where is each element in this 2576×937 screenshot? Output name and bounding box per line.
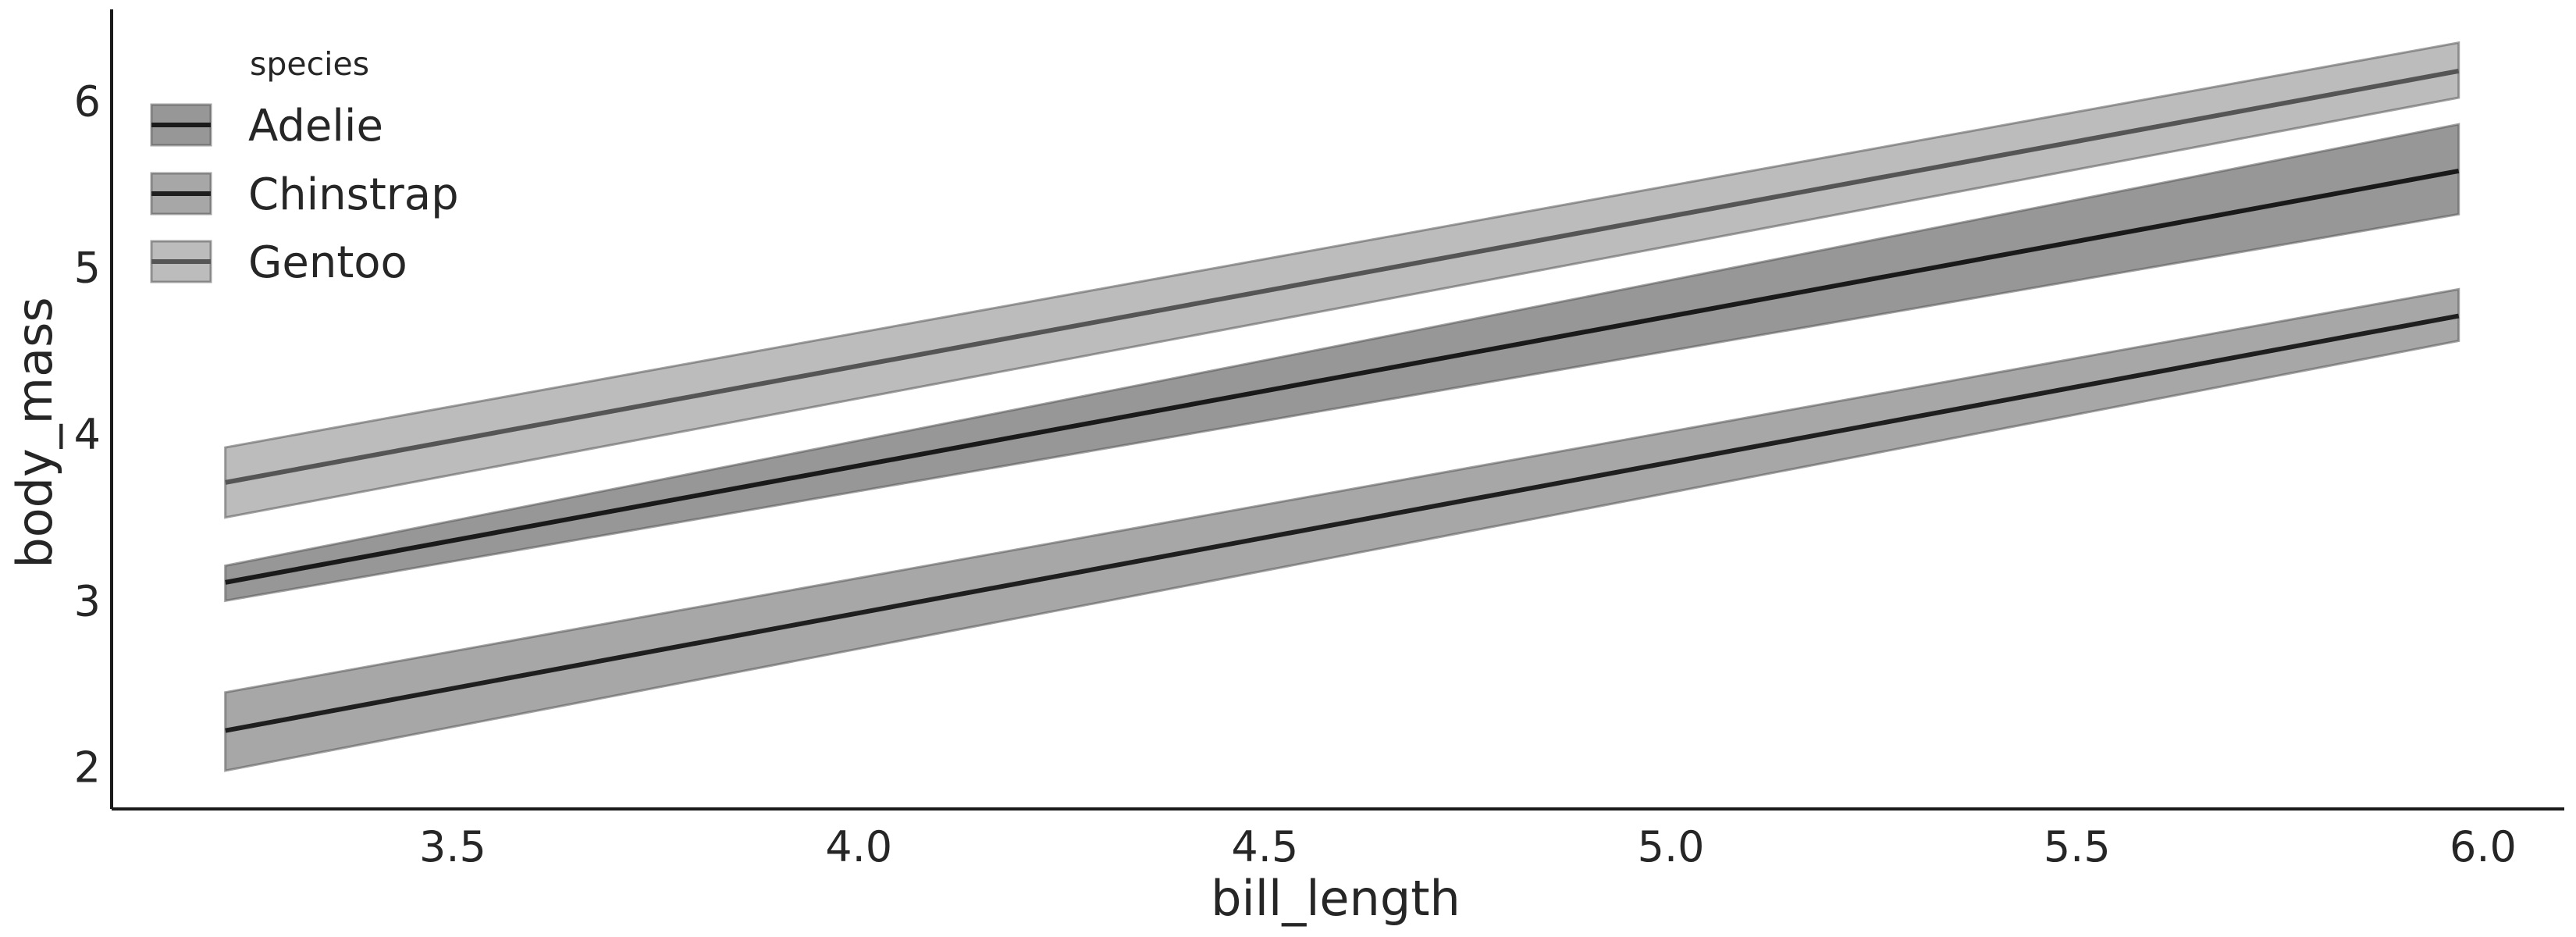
legend-items: Adelie Chinstrap Gentoo <box>150 101 459 288</box>
x-tick-label: 4.0 <box>825 822 892 871</box>
x-tick-label: 3.5 <box>419 822 486 871</box>
y-tick-label: 6 <box>74 77 101 126</box>
regression-lines <box>225 68 2460 733</box>
y-axis-label: body_mass <box>6 297 63 568</box>
line-chinstrap <box>225 313 2460 733</box>
y-tick-label: 5 <box>74 244 101 293</box>
legend: species Adelie Chinstrap Gentoo <box>150 45 459 288</box>
axes <box>110 9 2564 811</box>
y-ticks: 2 3 4 5 6 <box>74 77 101 792</box>
legend-title: species <box>250 45 369 83</box>
legend-label-chinstrap: Chinstrap <box>248 169 459 220</box>
line-adelie <box>225 168 2460 585</box>
band-chinstrap <box>224 287 2460 772</box>
y-tick-label: 3 <box>74 576 101 625</box>
x-tick-label: 6.0 <box>2450 822 2517 871</box>
x-axis-label: bill_length <box>1211 870 1461 927</box>
y-tick-label: 2 <box>74 743 101 793</box>
x-ticks: 3.5 4.0 4.5 5.0 5.5 6.0 <box>419 822 2517 871</box>
line-gentoo <box>225 68 2460 485</box>
x-tick-label: 4.5 <box>1231 822 1298 871</box>
x-tick-label: 5.0 <box>1638 822 1705 871</box>
x-tick-label: 5.5 <box>2044 822 2111 871</box>
legend-label-adelie: Adelie <box>248 101 383 151</box>
legend-label-gentoo: Gentoo <box>248 237 407 288</box>
confidence-bands <box>224 41 2460 772</box>
y-tick-label: 4 <box>74 410 101 459</box>
band-gentoo <box>224 41 2460 519</box>
